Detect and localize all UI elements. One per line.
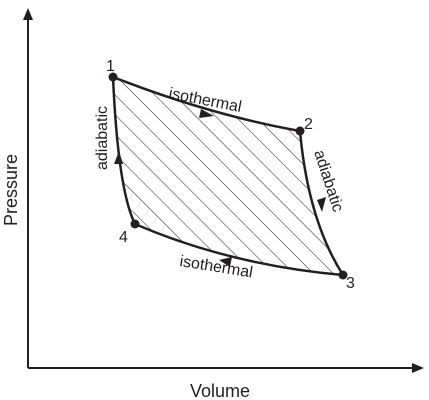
adiabatic-curve-2-3	[298, 130, 345, 276]
state-point-2	[295, 126, 305, 136]
arrow-2-3-icon	[317, 197, 326, 212]
process-label-2-3: adiabatic	[310, 148, 346, 214]
point-label-4: 4	[119, 229, 128, 246]
arrow-3-4-icon	[219, 257, 232, 267]
cycle-work-area	[113, 77, 343, 275]
point-label-3: 3	[346, 275, 355, 292]
isothermal-curve-1-2	[112, 75, 301, 133]
arrow-1-2-icon	[199, 109, 214, 118]
x-axis-label: Volume	[190, 381, 250, 400]
y-axis-label: Pressure	[1, 154, 21, 226]
point-label-2: 2	[304, 116, 313, 133]
x-axis-arrowhead	[412, 363, 424, 373]
y-axis-arrowhead	[23, 8, 33, 20]
isothermal-curve-3-4	[134, 222, 344, 277]
state-point-1	[108, 72, 118, 82]
state-point-4	[130, 219, 140, 229]
state-point-3	[338, 270, 348, 280]
process-label-4-1: adiabatic	[94, 106, 111, 170]
point-label-1: 1	[106, 58, 115, 75]
arrow-4-1-icon	[114, 151, 123, 164]
adiabatic-curve-4-1	[111, 76, 137, 225]
